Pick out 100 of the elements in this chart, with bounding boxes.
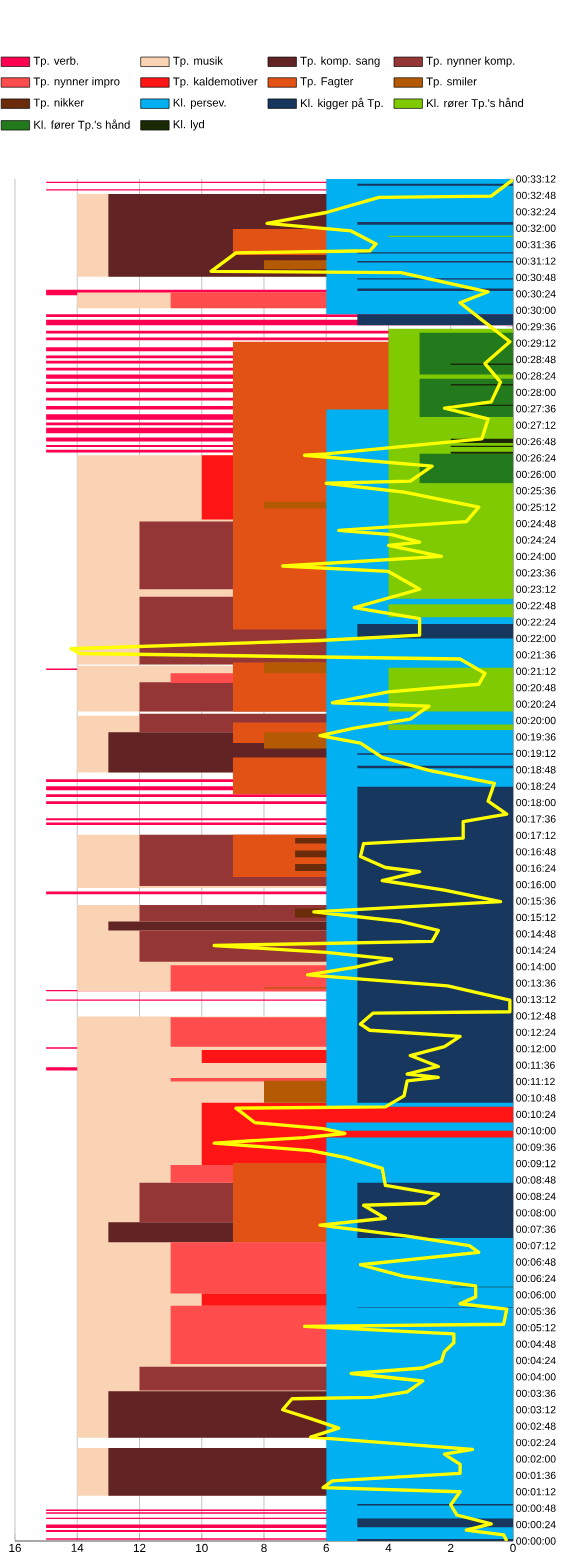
x-tick-label: 4 [385, 1543, 392, 1552]
y-tick-label: 00:04:48 [516, 1340, 556, 1348]
y-tick-label: 00:10:24 [516, 1110, 556, 1118]
y-tick-label: 00:09:36 [516, 1143, 556, 1151]
legend-label: Tp. kaldemotiver [173, 77, 258, 88]
y-tick-label: 00:23:12 [516, 585, 556, 593]
legend-label: Tp. nynner komp. [426, 56, 515, 67]
y-tick-label: 00:30:48 [516, 273, 556, 282]
y-tick-label: 00:31:12 [516, 257, 556, 265]
x-tick-label: 2 [448, 1543, 454, 1552]
y-tick-label: 00:17:36 [516, 815, 556, 823]
y-tick-label: 00:12:48 [516, 1012, 556, 1020]
y-tick-label: 00:28:24 [516, 372, 556, 380]
y-tick-label: 00:29:36 [516, 323, 556, 331]
y-tick-label: 00:28:48 [516, 355, 556, 364]
y-tick-label: 00:29:12 [516, 339, 556, 347]
legend-label: Tp. verb. [33, 56, 79, 67]
y-tick-label: 00:02:24 [516, 1438, 556, 1447]
legend-label: Tp. smiler [426, 77, 477, 88]
y-tick-label: 00:07:36 [516, 1225, 556, 1233]
y-tick-label: 00:06:00 [516, 1291, 556, 1299]
y-tick-label: 00:02:00 [516, 1455, 556, 1463]
y-tick-label: 00:28:00 [516, 388, 556, 396]
x-tick-label: 10 [196, 1543, 208, 1553]
y-tick-label: 00:27:36 [516, 405, 556, 413]
y-tick-label: 00:09:12 [516, 1159, 556, 1168]
y-tick-label: 00:08:00 [516, 1209, 556, 1217]
y-tick-label: 00:08:48 [516, 1176, 556, 1184]
y-tick-label: 00:13:36 [516, 979, 556, 987]
y-tick-label: 00:26:24 [516, 454, 556, 462]
y-tick-label: 00:32:24 [516, 208, 556, 216]
y-tick-label: 00:15:36 [516, 897, 556, 905]
y-tick-label: 00:07:12 [516, 1241, 556, 1250]
y-tick-label: 00:12:00 [516, 1045, 556, 1053]
y-tick-label: 00:30:00 [516, 306, 556, 314]
y-tick-label: 00:20:00 [516, 716, 556, 725]
y-tick-label: 00:16:48 [516, 848, 556, 856]
x-tick-label: 8 [261, 1543, 267, 1553]
legend-label: Kl. kigger på Tp. [301, 97, 383, 110]
y-tick-label: 00:32:48 [516, 191, 556, 200]
y-tick-label: 00:23:36 [516, 569, 556, 577]
legend-label: Tp. komp. sang [300, 56, 380, 67]
y-tick-label: 00:30:24 [516, 290, 556, 298]
y-tick-label: 00:15:12 [516, 913, 556, 922]
y-tick-label: 00:24:24 [516, 536, 556, 544]
y-tick-label: 00:21:12 [516, 667, 556, 675]
y-tick-label: 00:27:12 [516, 421, 556, 429]
y-tick-label: 00:10:00 [516, 1127, 556, 1135]
y-tick-label: 00:14:48 [516, 930, 556, 938]
y-tick-label: 00:08:24 [516, 1192, 556, 1201]
y-tick-label: 00:12:24 [516, 1028, 556, 1036]
y-tick-label: 00:00:48 [516, 1504, 556, 1512]
y-tick-label: 00:25:36 [516, 487, 556, 495]
y-tick-label: 00:22:00 [516, 634, 556, 643]
y-tick-label: 00:26:48 [516, 437, 556, 446]
y-tick-label: 00:11:12 [516, 1077, 555, 1086]
y-tick-label: 00:24:48 [516, 519, 556, 528]
y-tick-label: 00:16:00 [516, 880, 556, 889]
y-tick-label: 00:18:00 [516, 798, 556, 807]
legend-label: Tp. Fagter [300, 77, 354, 88]
y-tick-label: 00:05:36 [516, 1307, 556, 1315]
y-tick-label: 00:10:48 [516, 1094, 556, 1102]
y-tick-label: 00:03:36 [516, 1389, 556, 1397]
y-tick-label: 00:03:12 [516, 1406, 556, 1414]
y-tick-label: 00:17:12 [516, 831, 556, 840]
y-tick-label: 00:14:00 [516, 963, 556, 971]
y-tick-label: 00:02:48 [516, 1422, 556, 1430]
legend-label: Kl. rører Tp.'s hånd [427, 97, 524, 110]
y-tick-label: 00:22:24 [516, 618, 556, 626]
y-tick-label: 00:21:36 [516, 651, 556, 659]
x-tick-label: 16 [9, 1543, 21, 1553]
y-tick-label: 00:00:00 [516, 1537, 556, 1545]
y-tick-label: 00:22:48 [516, 601, 556, 610]
y-tick-label: 00:14:24 [516, 946, 556, 954]
legend-label: Kl. fører Tp.'s hånd [34, 119, 130, 131]
y-tick-label: 00:04:24 [516, 1356, 556, 1365]
y-tick-label: 00:13:12 [516, 995, 556, 1004]
y-tick-label: 00:24:00 [516, 552, 556, 561]
y-tick-label: 00:25:12 [516, 503, 556, 511]
legend-label: Tp. nynner impro [33, 77, 120, 88]
y-tick-label: 00:32:00 [516, 224, 556, 232]
legend-label: Tp. musik [173, 56, 224, 67]
y-tick-label: 00:16:24 [516, 864, 556, 872]
y-tick-label: 00:26:00 [516, 470, 556, 479]
y-tick-label: 00:31:36 [516, 240, 556, 249]
x-tick-label: 12 [133, 1543, 146, 1552]
y-tick-label: 00:18:48 [516, 766, 556, 774]
y-tick-label: 00:33:12 [516, 175, 556, 183]
x-tick-label: 14 [71, 1543, 84, 1552]
y-tick-label: 00:05:12 [516, 1324, 556, 1332]
x-tick-label: 6 [323, 1543, 329, 1553]
legend-label: Kl. persev. [173, 98, 226, 109]
y-tick-label: 00:19:36 [516, 733, 556, 741]
y-tick-label: 00:20:48 [516, 684, 556, 692]
x-tick-label: 0 [510, 1543, 516, 1553]
y-tick-label: 00:01:36 [516, 1471, 556, 1480]
legend-label: Kl. lyd [173, 119, 204, 131]
y-tick-label: 00:06:24 [516, 1274, 556, 1283]
y-tick-label: 00:01:12 [516, 1488, 556, 1496]
y-tick-label: 00:04:00 [516, 1373, 556, 1381]
